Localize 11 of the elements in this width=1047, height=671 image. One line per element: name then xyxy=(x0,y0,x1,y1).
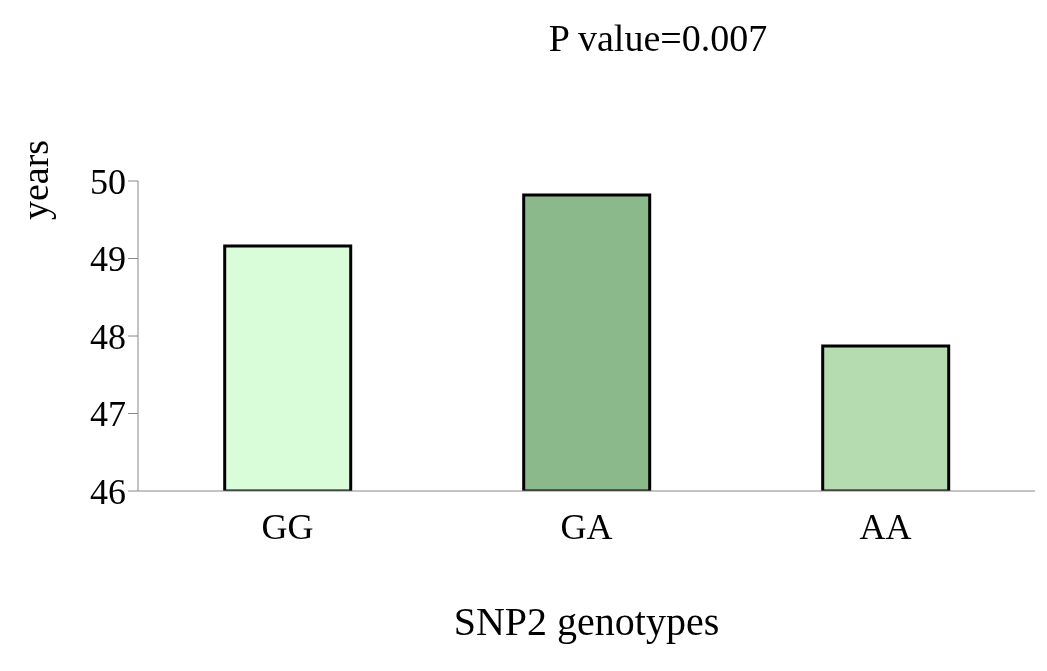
y-tick-label: 49 xyxy=(90,239,126,280)
chart-title: P value=0.007 xyxy=(547,16,769,60)
x-tick-label: GG xyxy=(261,506,314,547)
x-tick-label: AA xyxy=(859,506,912,547)
y-tick-label: 47 xyxy=(90,394,126,435)
y-axis-title: years xyxy=(13,138,57,223)
y-tick-label: 48 xyxy=(90,316,126,357)
x-axis-title: SNP2 genotypes xyxy=(452,598,721,645)
y-tick-label: 50 xyxy=(90,161,126,202)
y-tick-label: 46 xyxy=(90,471,126,512)
x-tick-label: GA xyxy=(560,506,613,547)
